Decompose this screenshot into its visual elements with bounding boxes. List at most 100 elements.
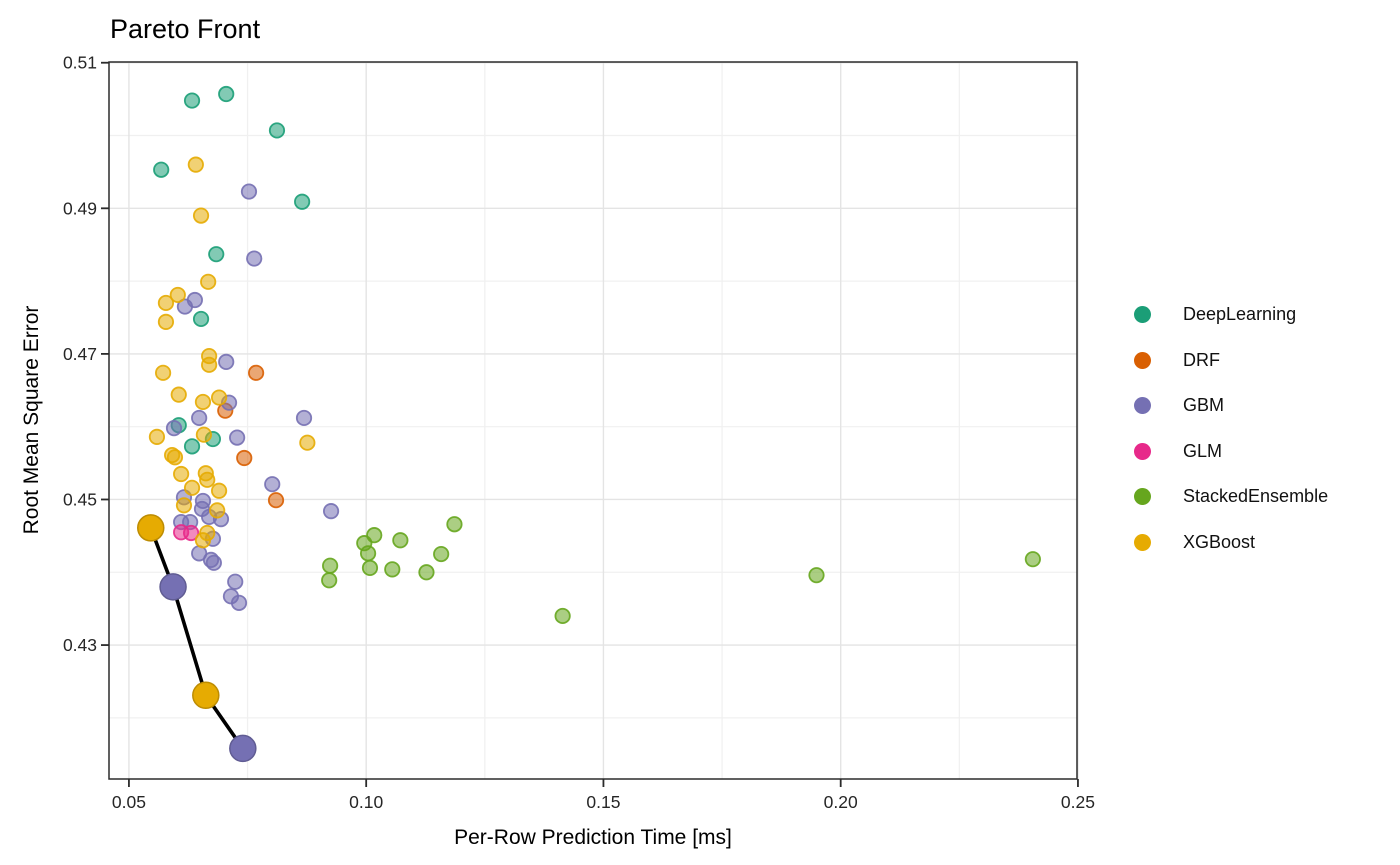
data-point-xgboost [157,294,175,312]
legend: DeepLearning DRF GBM GLM StackedEnsemble… [1134,304,1329,579]
legend-dot-deeplearning [1134,306,1151,323]
data-point-xgboost [200,273,217,290]
data-point-xgboost [148,428,166,445]
data-point-xgboost [199,471,216,488]
legend-label-deeplearning: DeepLearning [1183,304,1297,324]
data-point-gbm [264,476,281,493]
y-tick-label: 0.47 [63,344,97,364]
data-point-gbm [218,353,235,371]
legend-label-stackedensemble: StackedEnsemble [1183,486,1329,506]
data-point-xgboost [183,479,201,496]
data-point-xgboost [154,364,172,381]
legend-dot-drf [1134,351,1151,369]
data-point-xgboost [210,482,228,499]
data-point-stackedensemble [361,559,379,577]
data-point-xgboost [299,434,316,451]
data-point-gbm [229,429,246,446]
legend-label-xgboost: XGBoost [1183,531,1256,552]
data-point-deeplearning [268,122,286,139]
legend-label-drf: DRF [1183,349,1220,370]
legend-dot-gbm [1134,397,1151,414]
data-point-drf [236,449,253,467]
data-point-stackedensemble [322,557,339,574]
data-point-xgboost [173,465,190,483]
data-point-xgboost [201,356,218,373]
data-point-gbm [205,554,222,571]
legend-item-stackedensemble: StackedEnsemble [1134,486,1329,506]
pareto-point-gbm [159,573,187,601]
data-point-stackedensemble [392,532,409,549]
data-point-deeplearning [218,85,235,103]
data-point-xgboost [194,393,212,411]
x-tick-label: 0.20 [824,792,858,812]
x-tick-label: 0.10 [349,792,383,812]
legend-dot-stackedensemble [1134,488,1151,505]
data-point-deeplearning [208,246,225,263]
data-point-xgboost [195,426,213,443]
data-point-xgboost [209,502,226,519]
data-point-deeplearning [294,193,311,210]
data-point-deeplearning [153,161,170,178]
data-point-stackedensemble [446,516,463,533]
x-axis-label: Per-Row Prediction Time [ms] [454,826,732,849]
data-point-gbm [240,183,258,200]
pareto-point-xgboost [137,514,165,542]
chart-title: Pareto Front [110,14,261,44]
legend-label-glm: GLM [1183,440,1223,461]
data-point-stackedensemble [321,572,338,589]
data-point-xgboost [194,532,212,549]
data-point-deeplearning [183,92,201,109]
data-point-deeplearning [192,310,210,328]
data-point-xgboost [170,386,187,403]
data-point-xgboost [157,313,175,330]
y-tick-label: 0.49 [63,198,97,218]
data-point-stackedensemble [808,567,825,584]
data-point-drf [247,364,265,381]
data-point-gbm [230,594,248,611]
data-point-stackedensemble [1024,551,1041,568]
data-point-xgboost [175,497,193,514]
legend-item-glm: GLM [1134,440,1328,461]
data-point-gbm [165,420,183,437]
data-point-glm [182,524,200,542]
x-tick-label: 0.05 [112,792,146,812]
data-point-gbm [191,409,208,427]
pareto-front-line [148,526,245,751]
data-point-stackedensemble [418,564,435,581]
data-point-gbm [322,503,340,520]
data-point-stackedensemble [433,545,450,563]
data-point-stackedensemble [384,561,401,578]
data-point-xgboost [210,389,228,406]
y-tick-label: 0.51 [63,53,97,73]
data-point-xgboost [192,207,210,224]
panel-border [108,61,1078,780]
data-point-xgboost [169,286,186,304]
data-point-deeplearning [183,438,201,455]
data-point-gbm [176,298,194,315]
y-axis-label: Root Mean Square Error [20,306,43,535]
legend-dot-glm [1134,442,1151,460]
plot-area: 0.05 0.10 0.15 0.20 0.25 0.51 0.49 0.47 0.45 0.43 [63,53,1095,812]
legend-item-drf: DRF [1134,349,1328,370]
data-point-stackedensemble [359,545,377,562]
legend-item-deeplearning: DeepLearning [1134,304,1328,324]
data-point-gbm [246,250,263,267]
pareto-point-gbm [229,734,257,763]
panel-background [109,62,1077,779]
legend-dot-xgboost [1134,533,1151,551]
data-point-stackedensemble [554,607,571,625]
data-point-gbm [227,573,244,590]
legend-label-gbm: GBM [1183,395,1225,415]
x-tick-label: 0.15 [586,792,620,812]
data-point-xgboost [187,156,204,173]
y-tick-label: 0.43 [63,635,97,655]
x-tick-label: 0.25 [1061,792,1095,812]
data-point-gbm [295,409,313,427]
data-point-xgboost [166,449,184,466]
pareto-point-xgboost [192,681,220,710]
legend-item-xgboost: XGBoost [1134,531,1328,552]
legend-item-gbm: GBM [1134,395,1328,415]
y-tick-label: 0.45 [63,489,97,509]
